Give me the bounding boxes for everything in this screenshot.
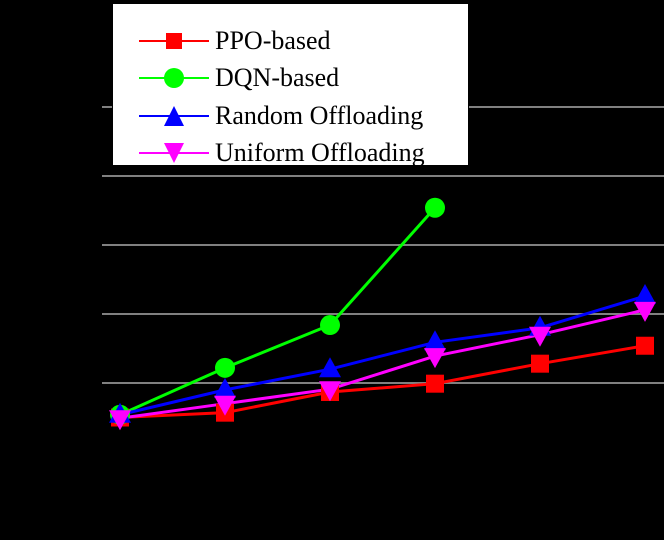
data-point <box>634 301 656 322</box>
legend-label: PPO-based <box>215 26 331 55</box>
series-lines <box>119 206 646 420</box>
data-point <box>215 357 235 378</box>
data-point <box>319 357 341 378</box>
series-line <box>119 294 646 417</box>
data-point <box>424 330 446 351</box>
series-line <box>119 206 437 417</box>
data-point <box>214 395 236 416</box>
legend-label: Random Offloading <box>215 101 424 130</box>
legend-item-dqn: DQN-based <box>113 61 468 95</box>
circle-marker-icon <box>164 68 184 88</box>
data-point <box>426 374 444 393</box>
data-point <box>529 326 551 347</box>
data-point <box>634 284 656 305</box>
data-point <box>320 315 340 336</box>
series-markers <box>109 197 656 431</box>
series-line <box>119 308 646 420</box>
data-point <box>531 354 549 373</box>
legend-label: Uniform Offloading <box>215 138 425 167</box>
legend-label: DQN-based <box>215 63 340 92</box>
data-point <box>424 348 446 369</box>
legend-item-random: Random Offloading <box>113 99 468 133</box>
legend-item-uniform: Uniform Offloading <box>113 136 468 170</box>
data-point <box>319 381 341 402</box>
legend-item-ppo: PPO-based <box>113 24 468 58</box>
data-point <box>214 377 236 398</box>
square-marker-icon <box>166 33 182 49</box>
triangle-up-marker-icon <box>164 106 184 126</box>
data-point <box>425 197 445 218</box>
data-point <box>109 410 131 431</box>
series-line <box>119 344 646 419</box>
legend: PPO-based DQN-based Random Offloading Un… <box>112 3 469 167</box>
triangle-down-marker-icon <box>164 143 184 163</box>
data-point <box>636 336 654 355</box>
